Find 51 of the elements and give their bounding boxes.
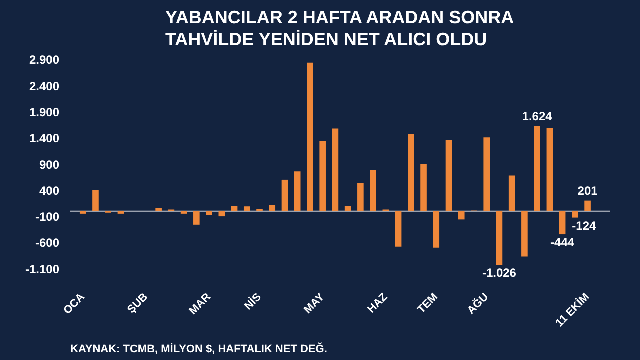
data-label: -1.026 xyxy=(482,266,517,280)
bar xyxy=(231,206,238,212)
bar xyxy=(332,128,339,212)
y-tick-label: 1.400 xyxy=(29,132,60,146)
y-tick-label: 400 xyxy=(39,184,60,198)
bar xyxy=(546,128,554,212)
bar xyxy=(496,211,503,265)
bar xyxy=(370,170,376,212)
bar xyxy=(446,140,452,212)
bar xyxy=(244,206,250,212)
bar xyxy=(572,211,578,218)
bar xyxy=(282,180,288,212)
bar xyxy=(420,164,427,212)
bar xyxy=(344,206,352,212)
bar xyxy=(522,211,528,257)
y-tick-label: -1.100 xyxy=(25,262,60,276)
y-tick-label: 2.900 xyxy=(29,53,60,68)
bar xyxy=(408,134,414,212)
data-label: 1.624 xyxy=(522,109,553,124)
bar xyxy=(180,211,188,214)
y-tick-label: 1.900 xyxy=(29,106,60,120)
bar xyxy=(218,211,226,217)
bar xyxy=(206,211,212,216)
bar xyxy=(559,211,566,235)
chart-title: YABANCILAR 2 HAFTA ARADAN SONRA TAHVİLDE YENİDEN NET ALICI OLDU xyxy=(165,8,514,50)
bar xyxy=(584,200,591,212)
bar xyxy=(294,172,301,212)
bar xyxy=(307,62,314,212)
y-tick-label: -600 xyxy=(35,236,60,250)
bar xyxy=(458,211,465,220)
bar xyxy=(269,205,276,212)
y-tick-label: 900 xyxy=(39,158,60,172)
data-label: 201 xyxy=(578,184,598,198)
text: KAYNAK: TCMB, MİLYON $, HAFTALIK NET DEĞ. xyxy=(70,342,328,356)
bar xyxy=(92,190,99,212)
data-label: -124 xyxy=(572,218,597,233)
data-label: -444 xyxy=(550,236,575,250)
bar xyxy=(118,211,124,214)
bar xyxy=(484,138,490,212)
bar xyxy=(156,208,162,212)
bar xyxy=(358,183,364,212)
y-tick-label: -100 xyxy=(35,210,60,224)
x-tick-label: NİS xyxy=(242,290,264,313)
bar xyxy=(534,126,540,212)
bar xyxy=(433,211,440,248)
y-tick-label: 2.400 xyxy=(29,79,60,94)
bar xyxy=(194,211,200,225)
bar xyxy=(508,176,516,212)
bar xyxy=(395,211,402,247)
bar xyxy=(320,141,326,212)
bar xyxy=(80,211,86,214)
